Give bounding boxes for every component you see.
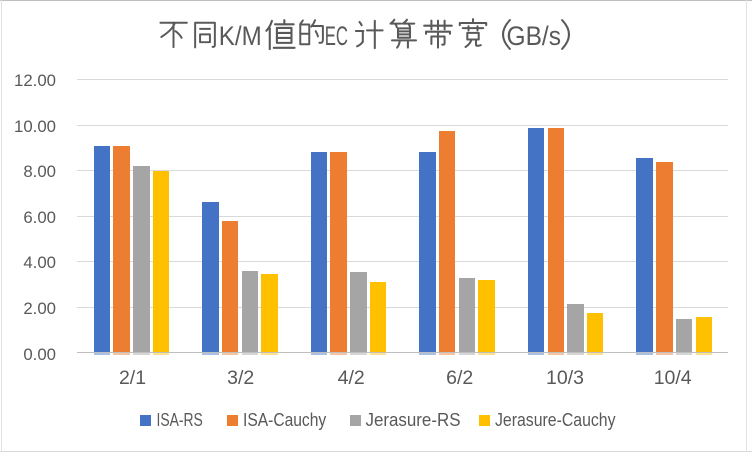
svg-text:K/M: K/M [219, 21, 262, 51]
svg-text:Jerasure-RS: Jerasure-RS [366, 410, 461, 430]
svg-text:ISA-RS: ISA-RS [157, 410, 203, 430]
svg-text:EC: EC [325, 21, 348, 51]
svg-text:Jerasure-Cauchy: Jerasure-Cauchy [495, 410, 616, 430]
svg-text:ISA-Cauchy: ISA-Cauchy [243, 410, 327, 430]
svg-text:GB/s: GB/s [507, 21, 562, 51]
